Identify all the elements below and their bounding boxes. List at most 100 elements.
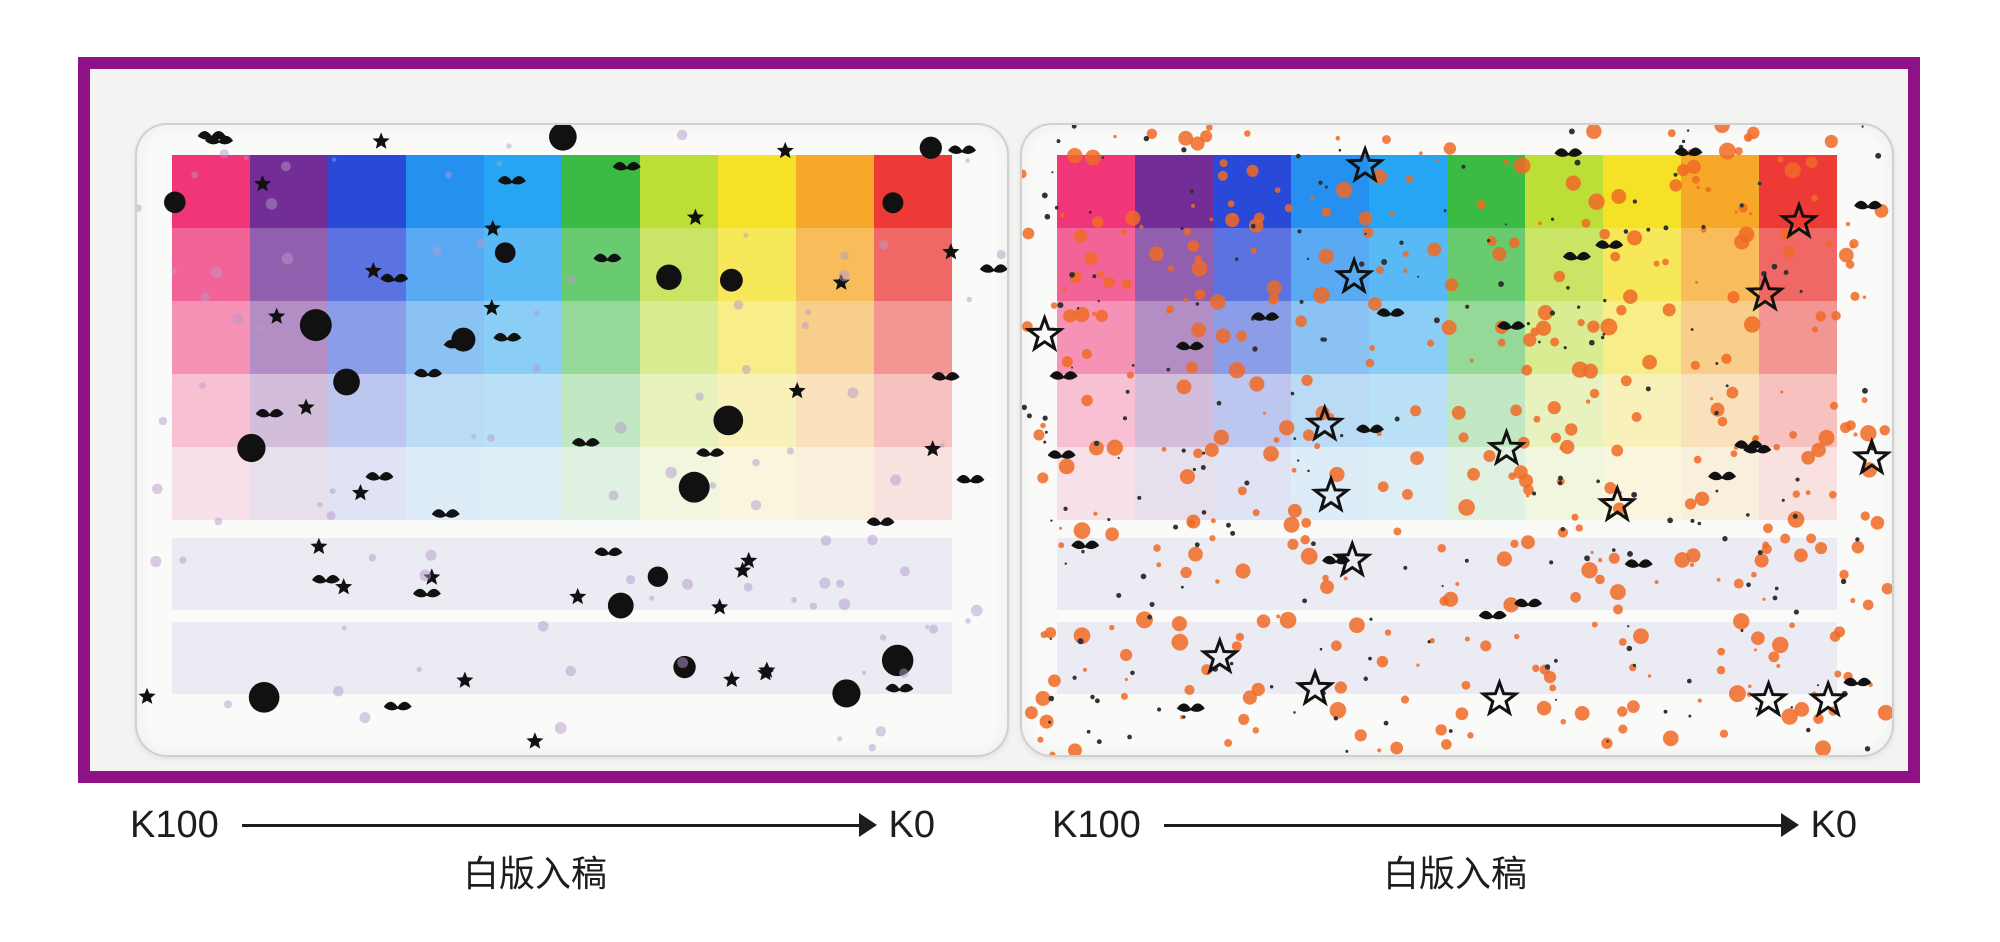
white-strip: [172, 538, 952, 610]
color-swatch: [796, 447, 874, 520]
color-swatch: [1291, 374, 1369, 447]
color-swatch: [796, 374, 874, 447]
white-strip: [172, 622, 952, 694]
color-swatch: [1369, 228, 1447, 301]
color-swatch: [562, 228, 640, 301]
resin-sample-left: [135, 123, 1009, 757]
color-swatch: [1759, 228, 1837, 301]
arrow-right-icon: [1781, 813, 1799, 837]
color-swatch: [328, 155, 406, 228]
arrow-line: [1164, 824, 1787, 827]
color-swatch: [1135, 447, 1213, 520]
color-swatch: [1525, 228, 1603, 301]
color-swatch: [640, 301, 718, 374]
color-swatch: [250, 228, 328, 301]
color-swatch: [640, 447, 718, 520]
color-swatch: [484, 228, 562, 301]
color-swatch: [1291, 155, 1369, 228]
color-swatch: [1135, 374, 1213, 447]
color-swatch: [250, 447, 328, 520]
color-swatch: [1759, 301, 1837, 374]
color-swatch: [1447, 447, 1525, 520]
color-swatch-grid-left: [172, 155, 952, 694]
color-swatch: [328, 447, 406, 520]
color-swatch: [1057, 374, 1135, 447]
k-start-label: K100: [130, 804, 219, 846]
color-swatch: [1057, 447, 1135, 520]
color-swatch: [1213, 447, 1291, 520]
color-swatch: [796, 155, 874, 228]
color-swatch: [406, 228, 484, 301]
color-swatch: [1681, 228, 1759, 301]
color-swatch: [250, 301, 328, 374]
color-swatch: [250, 155, 328, 228]
color-swatch: [1681, 374, 1759, 447]
color-swatch: [1369, 155, 1447, 228]
color-swatch: [796, 301, 874, 374]
color-swatch: [1213, 155, 1291, 228]
color-swatch: [1369, 374, 1447, 447]
color-swatch: [172, 228, 250, 301]
color-swatch: [718, 447, 796, 520]
color-swatch: [874, 374, 952, 447]
color-swatch: [484, 447, 562, 520]
color-swatch: [1369, 301, 1447, 374]
color-swatch: [1447, 155, 1525, 228]
color-swatch: [172, 155, 250, 228]
color-swatch: [406, 374, 484, 447]
color-swatch: [640, 155, 718, 228]
color-swatch: [1135, 301, 1213, 374]
color-swatch: [328, 374, 406, 447]
k-scale-left: K100 K0: [130, 800, 935, 850]
resin-sample-right: [1020, 123, 1894, 757]
color-swatch: [1213, 301, 1291, 374]
color-swatch: [406, 155, 484, 228]
color-swatch: [718, 374, 796, 447]
color-swatch: [874, 301, 952, 374]
color-swatch: [1525, 374, 1603, 447]
arrow-right-icon: [859, 813, 877, 837]
color-swatch: [1603, 155, 1681, 228]
color-swatch: [1213, 228, 1291, 301]
color-swatch: [1291, 228, 1369, 301]
caption-left: 白版入稿: [462, 853, 607, 894]
color-swatch: [1291, 301, 1369, 374]
color-swatch: [874, 447, 952, 520]
k-start-label: K100: [1052, 804, 1141, 846]
color-swatch: [1213, 374, 1291, 447]
color-swatch: [1681, 301, 1759, 374]
color-swatch: [1135, 228, 1213, 301]
white-strip: [1057, 622, 1837, 694]
color-swatch: [1525, 301, 1603, 374]
color-swatch: [640, 228, 718, 301]
color-swatch: [1057, 301, 1135, 374]
color-swatch: [1447, 374, 1525, 447]
color-swatch: [1525, 155, 1603, 228]
k-end-label: K0: [1810, 804, 1857, 846]
color-swatch: [718, 301, 796, 374]
color-swatch: [640, 374, 718, 447]
color-swatch: [1603, 301, 1681, 374]
color-swatch: [1681, 447, 1759, 520]
color-swatch: [1603, 447, 1681, 520]
color-swatch: [406, 447, 484, 520]
color-swatch: [1447, 228, 1525, 301]
color-swatch: [874, 155, 952, 228]
color-swatch: [562, 447, 640, 520]
color-swatch: [562, 374, 640, 447]
color-swatch: [172, 447, 250, 520]
color-swatch: [1291, 447, 1369, 520]
color-swatch: [1759, 374, 1837, 447]
white-strip: [1057, 538, 1837, 610]
color-swatch: [562, 301, 640, 374]
color-swatch: [718, 155, 796, 228]
color-swatch: [1603, 374, 1681, 447]
color-swatch: [328, 228, 406, 301]
color-swatch: [250, 374, 328, 447]
color-swatch: [172, 301, 250, 374]
color-swatch: [562, 155, 640, 228]
color-swatch: [484, 155, 562, 228]
color-swatch: [172, 374, 250, 447]
color-swatch: [406, 301, 484, 374]
color-swatch: [874, 228, 952, 301]
